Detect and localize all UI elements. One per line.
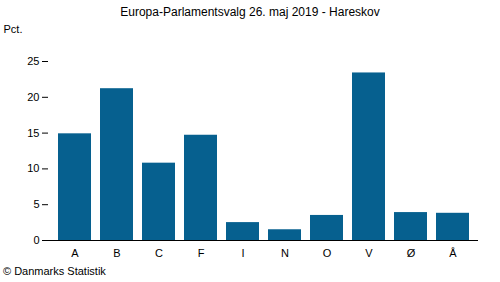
svg-text:0: 0 [33,234,39,246]
svg-text:O: O [323,247,332,259]
svg-text:15: 15 [27,127,39,139]
svg-text:A: A [71,247,79,259]
svg-text:N: N [281,247,289,259]
html-text:© Danmarks Statistik: © Danmarks Statistik [3,265,106,277]
svg-text:25: 25 [27,55,39,67]
svg-text:20: 20 [27,91,39,103]
svg-text:Å: Å [449,247,457,259]
svg-text:V: V [365,247,373,259]
svg-text:5: 5 [33,198,39,210]
svg-text:F: F [198,247,205,259]
svg-text:C: C [155,247,163,259]
svg-text:Pct.: Pct. [4,23,23,35]
svg-text:10: 10 [27,162,39,174]
svg-text:Ø: Ø [407,247,416,259]
html-text:Europa-Parlamentsvalg 26. maj: Europa-Parlamentsvalg 26. maj 2019 - Har… [120,5,380,19]
svg-text:I: I [241,247,244,259]
svg-text:B: B [113,247,120,259]
